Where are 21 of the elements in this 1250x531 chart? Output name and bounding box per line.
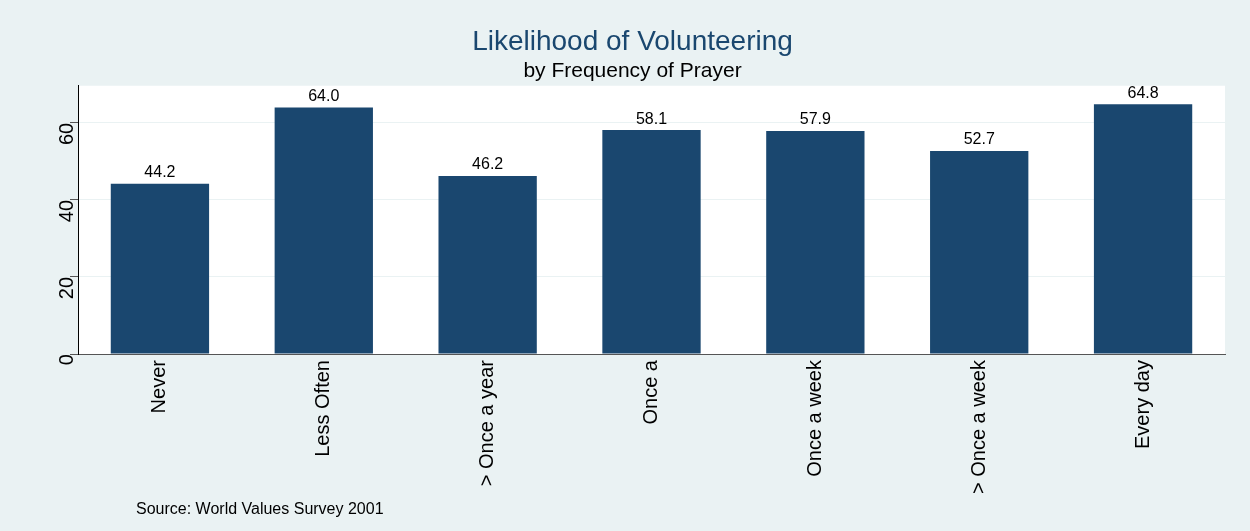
data-label: 64.0 <box>308 86 340 104</box>
x-tick-label: Once a <box>639 359 662 425</box>
x-tick-label: > Once a week <box>966 359 989 494</box>
y-tick-label: 20 <box>54 276 77 300</box>
x-tick-label: Once a week <box>802 359 825 477</box>
x-tick-label: Less Often <box>311 360 334 457</box>
data-label: 52.7 <box>963 130 995 148</box>
y-tick-label: 60 <box>54 122 77 146</box>
data-label: 46.2 <box>472 155 504 173</box>
chart-subtitle: by Frequency of Prayer <box>523 58 742 81</box>
x-tick-label: Every day <box>1130 360 1153 449</box>
source-note: Source: World Values Survey 2001 <box>136 500 384 518</box>
y-tick-label: 40 <box>54 199 77 223</box>
data-label: 44.2 <box>144 163 176 181</box>
chart-title: Likelihood of Volunteering <box>472 24 793 56</box>
data-label: 57.9 <box>799 110 832 128</box>
y-tick-label: 0 <box>54 354 77 366</box>
x-tick-label: > Once a year <box>475 359 498 487</box>
data-label: 64.8 <box>1127 83 1159 101</box>
data-label: 58.1 <box>635 109 668 127</box>
x-tick-label: Never <box>147 359 170 414</box>
